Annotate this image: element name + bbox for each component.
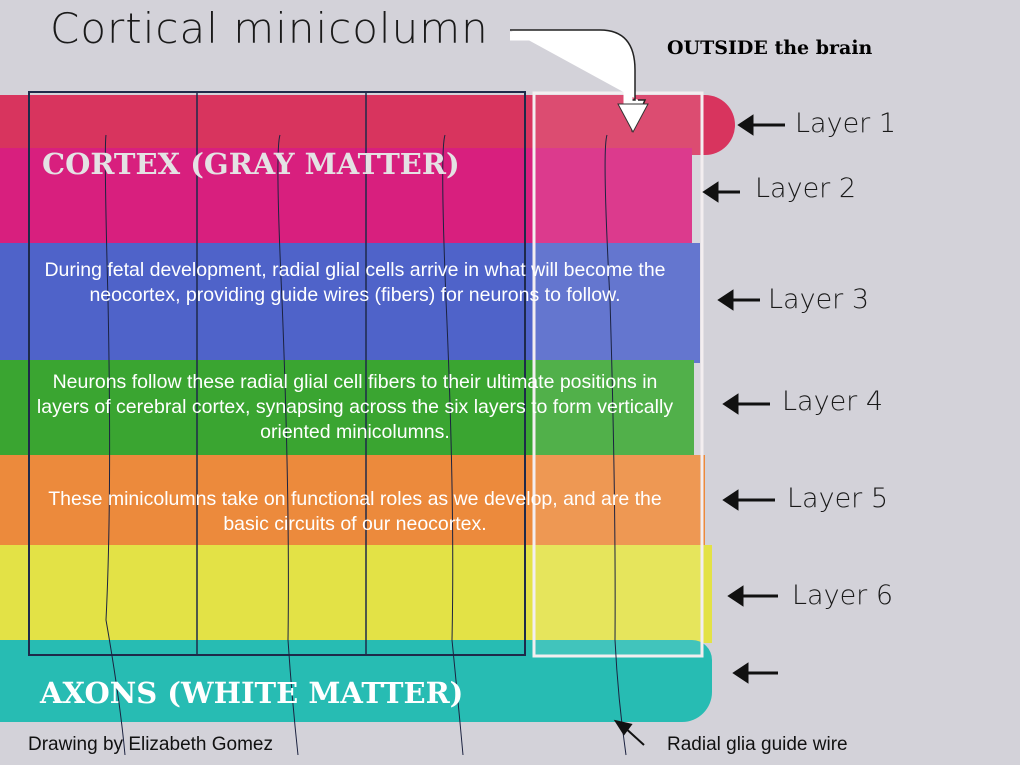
layer-5-band [0, 455, 705, 547]
layer-5-label: Layer 5 [787, 483, 889, 514]
axons-label: AXONS (WHITE MATTER) [40, 676, 464, 710]
cortex-label: CORTEX (GRAY MATTER) [42, 147, 460, 181]
paragraph-functional-roles: These minicolumns take on functional rol… [48, 488, 662, 535]
highlighted-minicolumn [532, 91, 704, 658]
radial-glia-wire [104, 134, 126, 756]
layer-3-label: Layer 3 [768, 284, 870, 315]
paragraph-fetal-development: During fetal development, radial glial c… [44, 259, 666, 306]
layer-4-band [0, 360, 694, 458]
diagram-title: Cortical minicolumn [50, 4, 489, 53]
layer-1-band [0, 95, 735, 155]
paragraph-neuron-migration: Neurons follow these radial glial cell f… [36, 371, 674, 443]
radial-glia-wire [604, 134, 627, 756]
layer-6-label: Layer 6 [792, 580, 894, 611]
layer-3-band [0, 243, 700, 363]
credit-text: Drawing by Elizabeth Gomez [28, 734, 273, 755]
white-matter-band [0, 640, 712, 722]
radial-glia-label: Radial glia guide wire [667, 734, 848, 755]
outside-brain-label: OUTSIDE the brain [667, 37, 873, 59]
radial-glia-wire [277, 134, 299, 756]
layer-1-label: Layer 1 [795, 108, 897, 139]
layer-4-label: Layer 4 [782, 386, 884, 417]
layer-2-band [0, 148, 692, 248]
radial-glia-wire [442, 134, 464, 756]
layer-6-band [0, 545, 712, 643]
minicolumn-group-box [28, 91, 526, 656]
layer-2-label: Layer 2 [755, 173, 857, 204]
